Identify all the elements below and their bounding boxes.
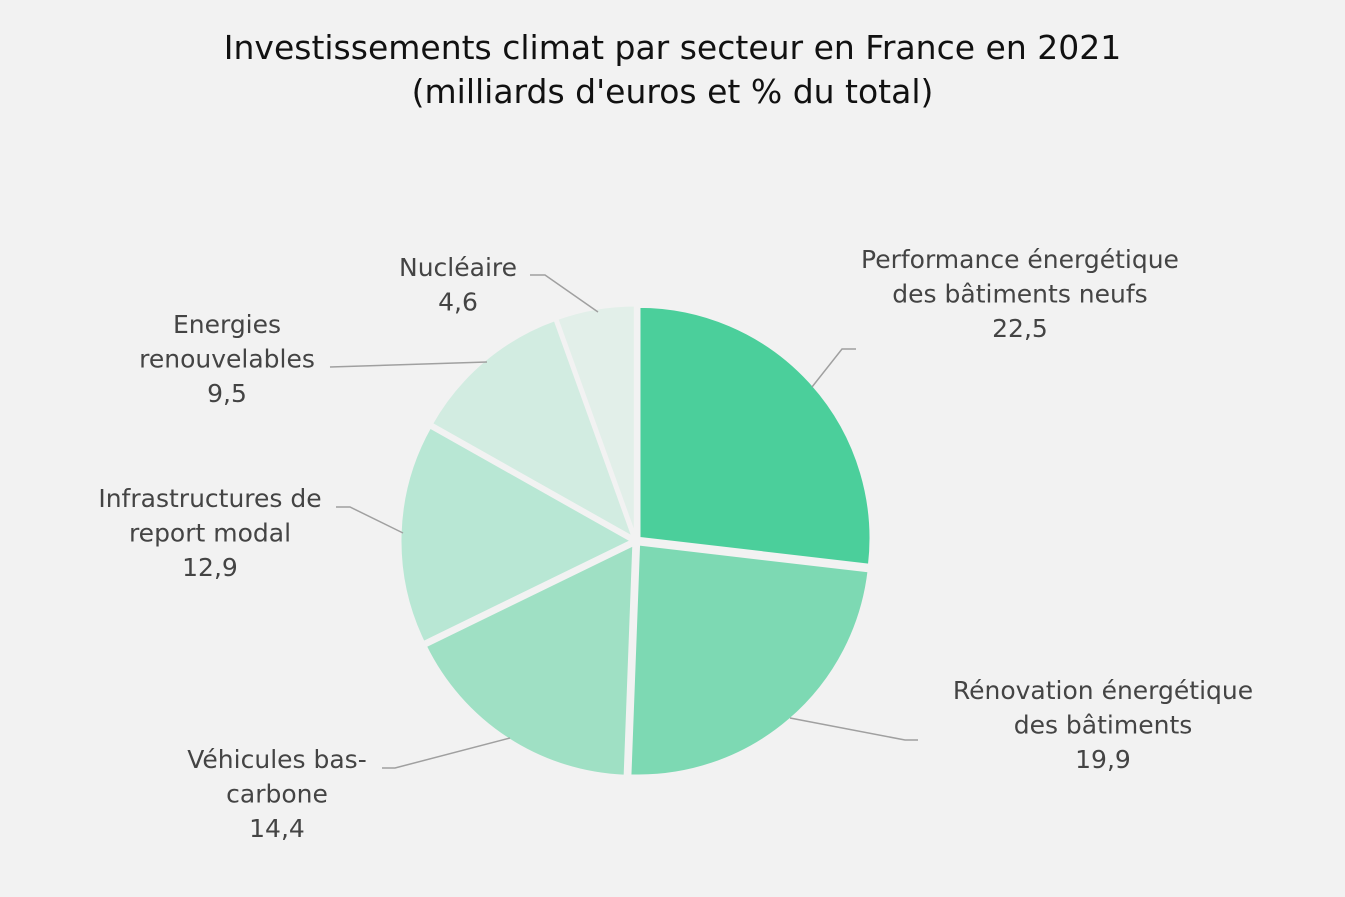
leader-line <box>530 274 599 313</box>
leader-line <box>336 506 404 534</box>
slice-category-label: Energies <box>173 310 281 339</box>
pie-slice <box>398 424 636 645</box>
slice-value-label: 12,9 <box>182 553 238 582</box>
leader-line <box>329 361 488 368</box>
pie-slice <box>554 303 637 538</box>
slice-category-label: Nucléaire <box>399 253 517 282</box>
slice-value-label: 22,5 <box>992 314 1048 343</box>
pie-slice <box>628 542 871 778</box>
leader-line <box>382 737 511 769</box>
slice-value-label: 14,4 <box>249 814 305 843</box>
chart-title-line-2: (milliards d'euros et % du total) <box>411 72 934 111</box>
slice-category-label: des bâtiments <box>1014 711 1193 740</box>
slice-category-label: des bâtiments neufs <box>892 280 1147 309</box>
slice-value-label: 9,5 <box>207 379 247 408</box>
chart-title: Investissements climat par secteur en Fr… <box>0 26 1345 114</box>
slice-category-label: carbone <box>226 780 328 809</box>
pie-slice <box>637 304 873 567</box>
slice-category-label: Véhicules bas- <box>187 745 366 774</box>
chart-title-line-1: Investissements climat par secteur en Fr… <box>223 28 1122 67</box>
slice-category-label: Infrastructures de <box>98 484 321 513</box>
slice-category-label: Performance énergétique <box>861 245 1179 274</box>
leader-line <box>811 348 856 388</box>
slice-category-label: renouvelables <box>139 345 315 374</box>
slice-category-label: Rénovation énergétique <box>953 676 1253 705</box>
pie-slice <box>429 317 637 542</box>
slice-value-label: 4,6 <box>438 288 478 317</box>
slice-category-label: report modal <box>129 519 291 548</box>
leader-line <box>789 717 918 741</box>
slice-value-label: 19,9 <box>1075 745 1131 774</box>
